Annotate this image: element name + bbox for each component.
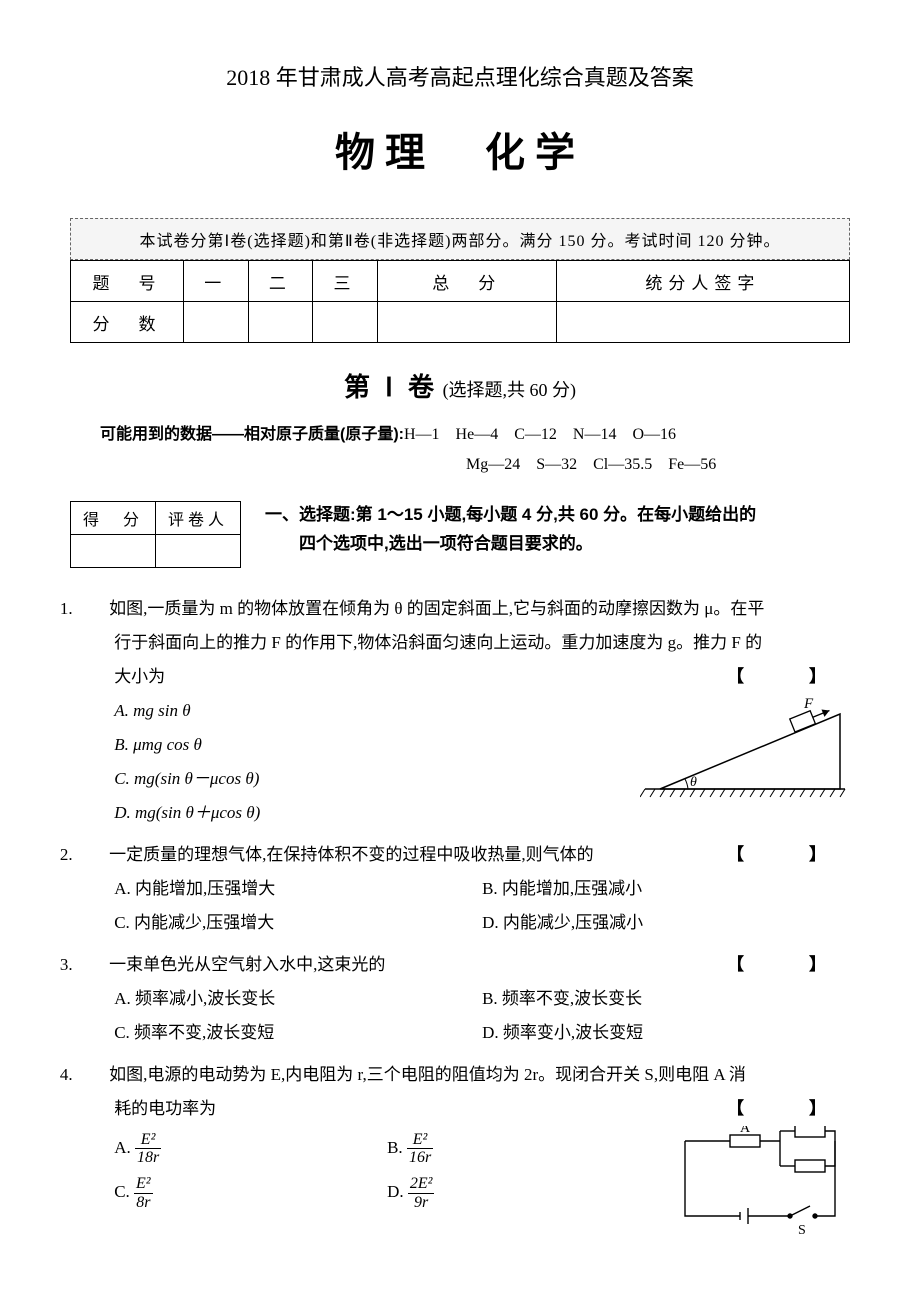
section-number: 第 Ⅰ 卷: [344, 372, 438, 402]
question-number: 3.: [87, 948, 109, 982]
answer-bracket: 【 】: [754, 1092, 850, 1126]
option-b: B. μmg cos θ: [114, 728, 630, 762]
resistor-a-label: A: [740, 1126, 751, 1136]
table-row: 分 数: [71, 302, 850, 343]
cell: [556, 302, 849, 343]
table-row: 题 号 一 二 三 总 分 统分人签字: [71, 261, 850, 302]
header-cell: 统分人签字: [556, 261, 849, 302]
atomic-values-1: H—1 He—4 C—12 N—14 O—16: [404, 426, 676, 443]
option-a: A. 频率减小,波长变长: [114, 982, 482, 1016]
option-c: C. mg(sin θ－μcos θ): [114, 762, 630, 796]
circuit-diagram: A S: [670, 1126, 850, 1236]
header-cell: 二: [248, 261, 313, 302]
grader-table: 得 分 评卷人: [70, 501, 241, 568]
option-d: D. 2E²9r: [387, 1170, 660, 1214]
option-d: D. 内能减少,压强减小: [482, 906, 850, 940]
row-label: 分 数: [71, 302, 184, 343]
exam-info-banner: 本试卷分第Ⅰ卷(选择题)和第Ⅱ卷(非选择题)两部分。满分 150 分。考试时间 …: [70, 218, 850, 260]
main-title: 物理 化学: [70, 120, 850, 178]
question-number: 1.: [87, 592, 109, 626]
section-subtitle: (选择题,共 60 分): [443, 380, 577, 400]
atomic-label: 可能用到的数据——相对原子质量(原子量):: [100, 426, 404, 443]
answer-bracket: 【 】: [754, 838, 850, 872]
answer-bracket: 【 】: [754, 660, 850, 694]
question-2: 2.一定质量的理想气体,在保持体积不变的过程中吸收热量,则气体的 【 】 A. …: [70, 838, 850, 940]
option-a: A. 内能增加,压强增大: [114, 872, 482, 906]
option-b: B. E²16r: [387, 1126, 660, 1170]
cell: [313, 302, 378, 343]
header-cell: 一: [184, 261, 249, 302]
option-a: A. E²18r: [114, 1126, 387, 1170]
option-c: C. E²8r: [114, 1170, 387, 1214]
header-cell: 三: [313, 261, 378, 302]
answer-bracket: 【 】: [754, 948, 850, 982]
cell: [184, 302, 249, 343]
question-number: 4.: [87, 1058, 109, 1092]
atomic-values-2: Mg—24 S—32 Cl—35.5 Fe—56: [466, 450, 850, 480]
option-d: D. 频率变小,波长变短: [482, 1016, 850, 1050]
cell: [156, 534, 241, 567]
option-c: C. 频率不变,波长变短: [114, 1016, 482, 1050]
cell: [71, 534, 156, 567]
section-heading: 第 Ⅰ 卷 (选择题,共 60 分): [70, 367, 850, 404]
angle-label: θ: [690, 775, 697, 790]
question-number: 2.: [87, 838, 109, 872]
grader-row: 得 分 评卷人 一、选择题:第 1～15 小题,每小题 4 分,共 60 分。在…: [70, 501, 850, 568]
header-cell: 总 分: [377, 261, 556, 302]
option-c: C. 内能减少,压强增大: [114, 906, 482, 940]
grader-score-label: 得 分: [71, 501, 156, 534]
section-instructions: 一、选择题:第 1～15 小题,每小题 4 分,共 60 分。在每小题给出的 四…: [265, 501, 850, 559]
switch-label: S: [798, 1223, 806, 1236]
cell: [377, 302, 556, 343]
top-title: 2018 年甘肃成人高考高起点理化综合真题及答案: [70, 60, 850, 92]
option-b: B. 内能增加,压强减小: [482, 872, 850, 906]
atomic-mass-data: 可能用到的数据——相对原子质量(原子量):H—1 He—4 C—12 N—14 …: [100, 420, 850, 481]
cell: [248, 302, 313, 343]
force-label: F: [803, 696, 814, 712]
question-4: 4.如图,电源的电动势为 E,内电阻为 r,三个电阻的阻值均为 2r。现闭合开关…: [70, 1058, 850, 1236]
incline-diagram: F θ: [640, 694, 850, 804]
option-b: B. 频率不变,波长变长: [482, 982, 850, 1016]
question-3: 3.一束单色光从空气射入水中,这束光的 【 】 A. 频率减小,波长变长 B. …: [70, 948, 850, 1050]
option-d: D. mg(sin θ＋μcos θ): [114, 796, 630, 830]
question-1: 1.如图,一质量为 m 的物体放置在倾角为 θ 的固定斜面上,它与斜面的动摩擦因…: [70, 592, 850, 830]
grader-name-label: 评卷人: [156, 501, 241, 534]
header-cell: 题 号: [71, 261, 184, 302]
score-table: 题 号 一 二 三 总 分 统分人签字 分 数: [70, 260, 850, 343]
option-a: A. mg sin θ: [114, 694, 630, 728]
